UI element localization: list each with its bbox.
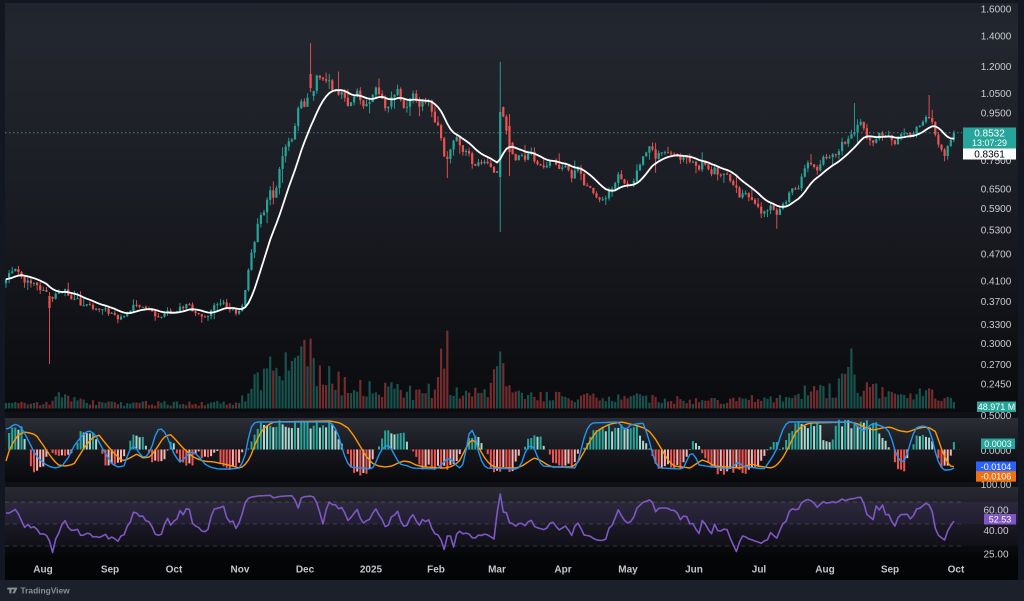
svg-text:Feb: Feb: [427, 565, 445, 576]
svg-text:1.6000: 1.6000: [981, 5, 1012, 16]
svg-text:0.5000: 0.5000: [981, 411, 1012, 422]
svg-text:0.3700: 0.3700: [981, 297, 1012, 308]
svg-text:0.8532: 0.8532: [974, 129, 1005, 140]
svg-text:2025: 2025: [360, 565, 383, 576]
svg-text:0.5900: 0.5900: [981, 204, 1012, 215]
svg-text:13:07:29: 13:07:29: [972, 138, 1007, 148]
svg-text:Nov: Nov: [231, 565, 250, 576]
svg-text:1.4000: 1.4000: [981, 31, 1012, 42]
svg-text:0.5300: 0.5300: [981, 225, 1012, 236]
svg-text:25.00: 25.00: [983, 550, 1008, 561]
svg-text:100.00: 100.00: [981, 480, 1012, 491]
svg-text:52.53: 52.53: [989, 515, 1012, 525]
svg-text:Oct: Oct: [948, 565, 965, 576]
svg-text:40.00: 40.00: [983, 526, 1008, 537]
svg-text:0.3000: 0.3000: [981, 339, 1012, 350]
svg-text:Aug: Aug: [815, 565, 834, 576]
svg-text:Mar: Mar: [488, 565, 506, 576]
svg-text:0.9500: 0.9500: [981, 109, 1012, 120]
svg-text:Oct: Oct: [166, 565, 183, 576]
svg-text:Dec: Dec: [296, 565, 315, 576]
svg-text:Aug: Aug: [33, 565, 52, 576]
svg-text:May: May: [618, 565, 638, 576]
svg-text:0.4700: 0.4700: [981, 249, 1012, 260]
svg-text:-0.0104: -0.0104: [981, 462, 1012, 472]
svg-text:0.8361: 0.8361: [974, 150, 1005, 161]
svg-text:Sep: Sep: [101, 565, 119, 576]
svg-text:Apr: Apr: [554, 565, 571, 576]
svg-text:-0.0106: -0.0106: [981, 472, 1012, 482]
svg-text:0.6500: 0.6500: [981, 185, 1012, 196]
svg-text:TradingView: TradingView: [21, 585, 71, 595]
svg-text:1.0500: 1.0500: [981, 89, 1012, 100]
svg-text:0.2700: 0.2700: [981, 360, 1012, 371]
svg-text:60.00: 60.00: [983, 506, 1008, 517]
svg-text:Jun: Jun: [685, 565, 703, 576]
svg-text:48.971 M: 48.971 M: [978, 402, 1016, 412]
svg-text:0.0000: 0.0000: [981, 446, 1012, 457]
svg-text:Jul: Jul: [752, 565, 767, 576]
svg-text:1.2000: 1.2000: [981, 62, 1012, 73]
svg-text:0.7500: 0.7500: [981, 156, 1012, 167]
svg-text:0.0003: 0.0003: [984, 439, 1012, 449]
svg-text:0.4100: 0.4100: [981, 277, 1012, 288]
svg-text:0.3300: 0.3300: [981, 320, 1012, 331]
svg-text:Sep: Sep: [881, 565, 899, 576]
svg-text:0.2450: 0.2450: [981, 379, 1012, 390]
